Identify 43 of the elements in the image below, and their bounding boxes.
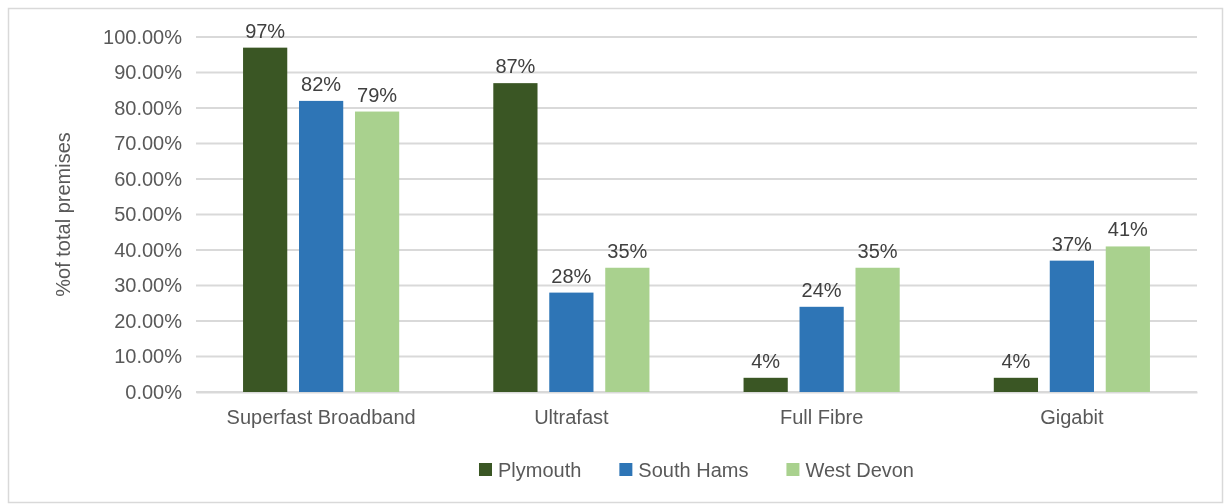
data-label: 79% — [357, 83, 398, 106]
data-label: 97% — [245, 19, 286, 42]
y-tick-label: 100.00% — [103, 25, 183, 48]
data-label: 4% — [1001, 349, 1031, 372]
y-tick-label: 10.00% — [114, 345, 183, 368]
data-label: 87% — [495, 55, 536, 78]
legend-label: South Hams — [638, 459, 749, 481]
y-tick-label: 50.00% — [114, 203, 183, 226]
x-tick-label: Superfast Broadband — [226, 406, 416, 429]
y-tick-label: 0.00% — [125, 380, 183, 403]
bar — [799, 306, 844, 392]
bar — [299, 100, 344, 392]
y-tick-label: 60.00% — [114, 167, 183, 190]
data-label: 82% — [301, 72, 342, 95]
y-tick-label: 40.00% — [114, 238, 183, 261]
x-tick-label: Gigabit — [1040, 406, 1104, 429]
data-label: 35% — [857, 239, 898, 262]
data-label: 41% — [1107, 218, 1149, 241]
bar — [1105, 246, 1150, 392]
y-tick-label: 30.00% — [114, 274, 183, 297]
data-label: 37% — [1051, 232, 1093, 255]
bar — [855, 267, 900, 392]
data-label: 28% — [551, 264, 592, 287]
bar — [354, 111, 400, 392]
bar — [493, 83, 538, 392]
bar — [743, 377, 788, 392]
bar — [1049, 260, 1094, 392]
data-label: 35% — [607, 239, 648, 262]
bar — [549, 292, 594, 392]
y-tick-label: 80.00% — [114, 96, 183, 119]
y-tick-label: 90.00% — [114, 61, 183, 84]
y-axis-title: %of total premises — [52, 132, 74, 297]
y-tick-label: 20.00% — [114, 309, 183, 332]
data-label: 4% — [751, 349, 781, 372]
y-tick-label: 70.00% — [114, 132, 183, 155]
x-tick-label: Ultrafast — [534, 406, 610, 429]
bar — [243, 47, 288, 392]
data-label: 24% — [801, 278, 842, 301]
legend-label: West Devon — [805, 459, 915, 481]
legend-label: Plymouth — [497, 459, 582, 481]
bar — [605, 267, 650, 392]
x-tick-label: Full Fibre — [779, 406, 864, 429]
bar — [993, 377, 1039, 392]
